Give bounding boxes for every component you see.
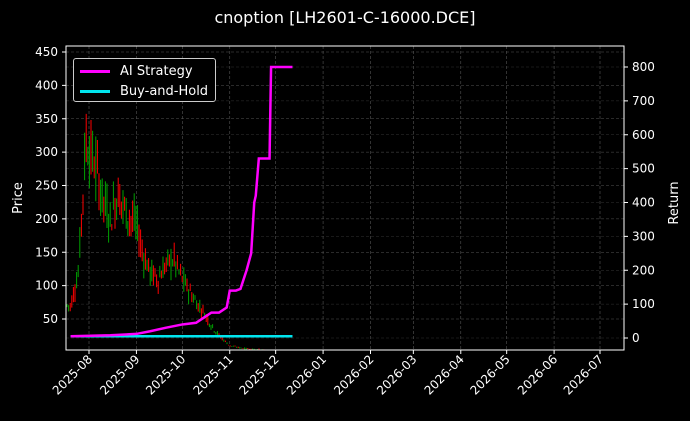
y-tick-label-right: 100 [632,297,655,311]
y-tick-label-left: 200 [35,212,58,226]
y-tick-label-left: 300 [35,145,58,159]
legend-swatch-cyan [80,89,110,93]
y-tick-label-left: 450 [35,45,58,59]
y-tick-label-right: 500 [632,162,655,176]
y-tick-label-right: 600 [632,128,655,142]
y-tick-label-left: 100 [35,279,58,293]
x-tick-label: 2026-07 [561,352,606,397]
y-tick-label-right: 200 [632,263,655,277]
plot-frame [65,45,625,351]
x-tick-label: 2026-06 [515,352,560,397]
x-tick-label: 2025-11 [191,352,236,397]
right-axis-ticks: 0 100 200 300 400 500 600 700 800 [624,60,655,345]
y-tick-label-right: 700 [632,94,655,108]
x-tick-label: 2026-03 [374,352,419,397]
y-tick-label-right: 0 [632,331,640,345]
y-tick-label-right: 800 [632,60,655,74]
y-tick-label-right: 300 [632,229,655,243]
legend-label: AI Strategy [120,63,193,79]
y-tick-label-left: 250 [35,179,58,193]
x-tick-label: 2026-04 [422,352,467,397]
legend-label: Buy-and-Hold [120,83,209,99]
x-tick-label: 2025-10 [143,352,188,397]
y-axis-label-right: Return [667,181,682,224]
y-axis-label-left: Price [11,182,26,214]
x-tick-label: 2026-02 [331,352,376,397]
price-candles [66,113,266,350]
y-tick-label-left: 400 [35,78,58,92]
legend: AI Strategy Buy-and-Hold [73,58,216,102]
y-tick-label-left: 50 [43,312,58,326]
legend-item-ai-strategy: AI Strategy [80,62,193,80]
x-tick-label: 2025-09 [97,352,142,397]
y-tick-label-right: 400 [632,196,655,210]
legend-item-buy-and-hold: Buy-and-Hold [80,82,208,100]
y-tick-label-left: 150 [35,245,58,259]
x-axis-ticks: 2025-08 2025-09 2025-10 2025-11 2025-12 2026-… [50,350,606,398]
chart-title: cnoption [LH2601-C-16000.DCE] [214,8,476,27]
x-tick-label: 2025-12 [236,352,281,397]
ai-strategy-line [70,65,293,338]
x-tick-label: 2026-01 [284,352,329,397]
x-tick-label: 2025-08 [50,352,95,397]
legend-swatch-magenta [80,69,110,73]
y-tick-label-left: 350 [35,112,58,126]
left-axis-ticks: 50 100 150 200 250 300 350 400 450 [35,45,66,326]
series-lines [70,65,293,338]
x-tick-label: 2026-05 [467,352,512,397]
